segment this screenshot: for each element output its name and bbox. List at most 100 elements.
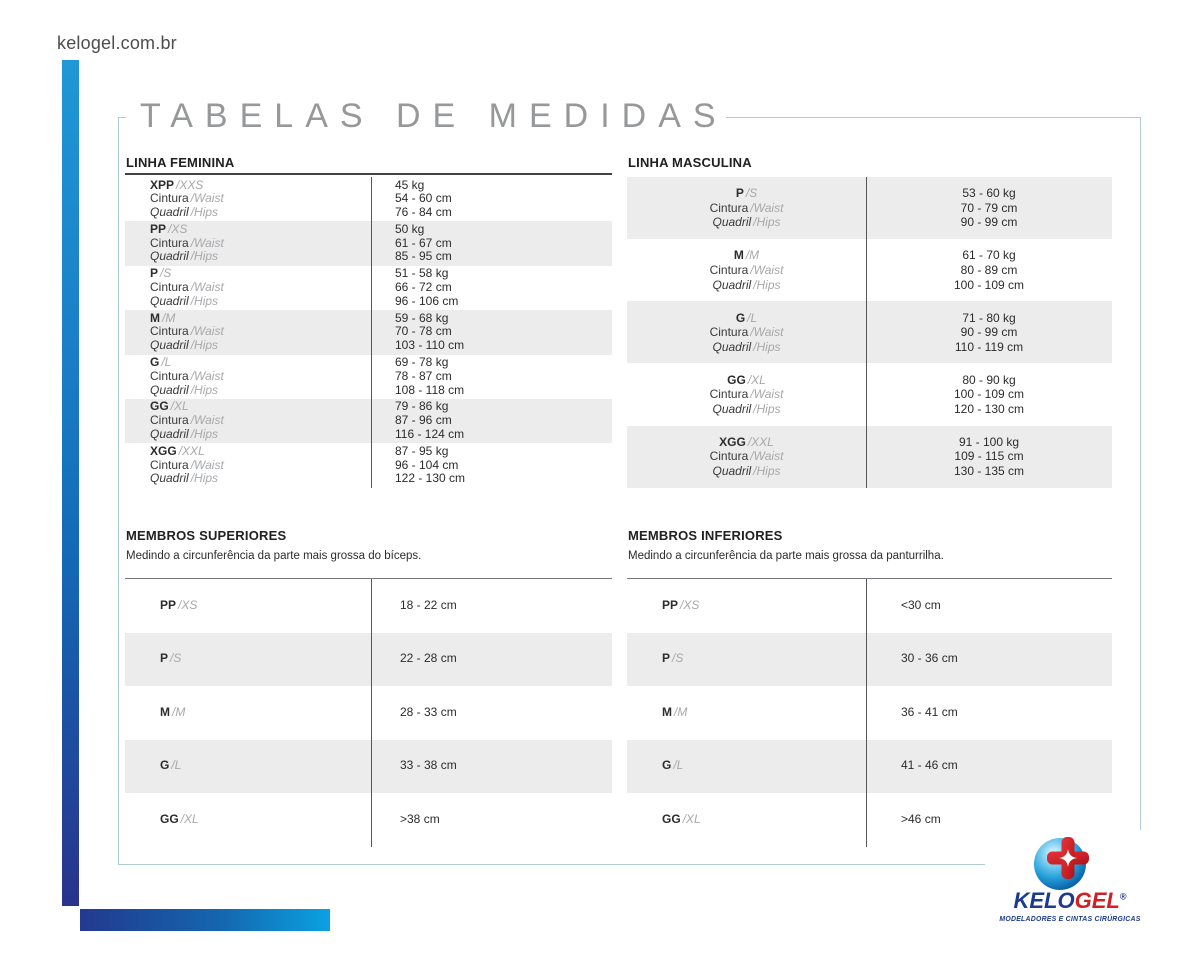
waist-label-alt: /Waist — [750, 449, 784, 464]
hips-label: Quadril — [712, 464, 752, 478]
inferiores-rows: PP/XS <30 cm P/S 30 - 36 cm M/M 36 - 41 cm G/L… — [627, 579, 1112, 847]
waist-label-alt: /Waist — [190, 457, 224, 472]
size-code-alt: /XXL — [178, 443, 205, 458]
size-code: XGG — [150, 443, 177, 458]
superiores-top-rule — [125, 578, 612, 579]
registered-mark: ® — [1119, 891, 1127, 902]
waist-label-alt: /Waist — [190, 235, 224, 250]
measure-value: 96 - 104 cm — [395, 457, 459, 472]
measure-value: >38 cm — [400, 811, 440, 826]
size-code-alt: /S — [672, 651, 684, 666]
hips-label: Quadril — [150, 338, 189, 353]
measure-value: 18 - 22 cm — [400, 597, 457, 612]
kelogel-wordmark: KELOGEL® — [985, 888, 1145, 914]
measure-value: 96 - 106 cm — [395, 293, 459, 308]
inferiores-description: Medindo a circunferência da parte mais g… — [628, 550, 944, 562]
size-row-masculina-p: P/S Cintura/Waist Quadril/Hips 53 - 60 kg 70… — [627, 177, 1112, 240]
measure-value: 80 - 90 kg — [962, 372, 1016, 387]
measure-value: 110 - 119 cm — [954, 339, 1024, 354]
measure-value: 45 kg — [395, 177, 425, 192]
size-code: M — [662, 704, 672, 719]
wordmark-gel: GEL — [1074, 888, 1120, 913]
measure-value: 116 - 124 cm — [395, 427, 465, 442]
hips-label: Quadril — [712, 277, 752, 292]
waist-label: Cintura — [709, 262, 749, 277]
hips-label-alt: /Hips — [753, 215, 781, 230]
waist-label-alt: /Waist — [750, 325, 784, 340]
size-code: GG — [160, 811, 179, 826]
waist-label-alt: /Waist — [190, 191, 224, 206]
size-code-alt: /M — [172, 704, 186, 719]
measure-value: 53 - 60 kg — [962, 186, 1016, 201]
waist-label-alt: /Waist — [750, 262, 784, 277]
size-row-feminina-pp: PP/XS Cintura/Waist Quadril/Hips 50 kg 61 - … — [125, 221, 612, 266]
measure-value: 87 - 95 kg — [395, 443, 449, 458]
hips-label: Quadril — [150, 249, 189, 264]
hips-label-alt: /Hips — [753, 277, 781, 292]
table-title-superiores: MEMBROS SUPERIORES — [126, 528, 287, 543]
size-row-masculina-g: G/L Cintura/Waist Quadril/Hips 71 - 80 kg 90… — [627, 301, 1112, 364]
measure-value: 50 kg — [395, 221, 425, 236]
waist-label: Cintura — [150, 235, 189, 250]
size-row-inferiores-g: G/L 41 - 46 cm — [627, 739, 1112, 793]
size-row-feminina-xgg: XGG/XXL Cintura/Waist Quadril/Hips 87 - 95 … — [125, 443, 612, 488]
size-code: GG — [150, 399, 169, 414]
measure-value: 100 - 109 cm — [953, 387, 1025, 402]
size-code-alt: /XL — [682, 811, 701, 826]
hips-label: Quadril — [712, 215, 752, 230]
size-row-masculina-m: M/M Cintura/Waist Quadril/Hips 61 - 70 kg 80… — [627, 239, 1112, 302]
size-code: M — [733, 248, 744, 263]
size-code: G — [735, 310, 746, 325]
size-code: P — [735, 186, 744, 201]
size-code: G — [160, 758, 170, 773]
measure-value: 120 - 130 cm — [953, 401, 1025, 416]
size-code: XGG — [719, 434, 746, 449]
measure-value: 78 - 87 cm — [395, 368, 452, 383]
size-code: M — [160, 704, 170, 719]
measure-value: 108 - 118 cm — [395, 382, 465, 397]
size-code-alt: /M — [162, 310, 176, 325]
size-code: P — [150, 266, 159, 281]
size-code-alt: /XS — [680, 597, 700, 612]
size-code: P — [662, 651, 671, 666]
kelogel-cross-emblem-icon — [1034, 837, 1089, 890]
measure-value: 59 - 68 kg — [395, 310, 449, 325]
size-code: P — [160, 651, 169, 666]
hips-label-alt: /Hips — [753, 401, 781, 416]
hips-label: Quadril — [712, 401, 752, 416]
hips-label-alt: /Hips — [753, 339, 781, 354]
size-row-inferiores-p: P/S 30 - 36 cm — [627, 632, 1112, 686]
waist-label: Cintura — [150, 457, 189, 472]
measure-value: 51 - 58 kg — [395, 266, 449, 281]
hips-label-alt: /Hips — [190, 427, 219, 442]
size-code-alt: /XS — [178, 597, 198, 612]
size-row-feminina-p: P/S Cintura/Waist Quadril/Hips 51 - 58 kg 66… — [125, 265, 612, 311]
measure-value: 85 - 95 cm — [395, 249, 452, 264]
hips-label: Quadril — [150, 382, 189, 397]
size-code: PP — [160, 597, 177, 612]
measure-value: 54 - 60 cm — [395, 191, 452, 206]
table-title-feminina: LINHA FEMININA — [126, 155, 235, 170]
left-accent-bar — [62, 60, 79, 906]
waist-label: Cintura — [709, 200, 749, 215]
measure-value: 90 - 99 cm — [960, 215, 1018, 230]
table-title-masculina: LINHA MASCULINA — [628, 155, 752, 170]
size-code: XPP — [150, 177, 175, 192]
size-code: M — [150, 310, 160, 325]
bottom-accent-bar — [80, 909, 330, 931]
measure-value: 61 - 70 kg — [962, 248, 1016, 263]
kelogel-logo: KELOGEL® MODELADORES E CINTAS CIRÚRGICAS — [985, 830, 1145, 935]
waist-label-alt: /Waist — [750, 200, 784, 215]
waist-label-alt: /Waist — [190, 413, 224, 428]
size-code: PP — [150, 221, 167, 236]
waist-label: Cintura — [709, 449, 749, 464]
waist-label: Cintura — [150, 368, 189, 383]
waist-label-alt: /Waist — [190, 368, 224, 383]
size-code: GG — [727, 372, 746, 387]
size-row-superiores-g: G/L 33 - 38 cm — [125, 739, 612, 793]
size-code-alt: /M — [745, 248, 760, 263]
size-code-alt: /S — [745, 186, 758, 201]
measure-value: 41 - 46 cm — [901, 758, 958, 773]
measure-value: >46 cm — [901, 811, 941, 826]
